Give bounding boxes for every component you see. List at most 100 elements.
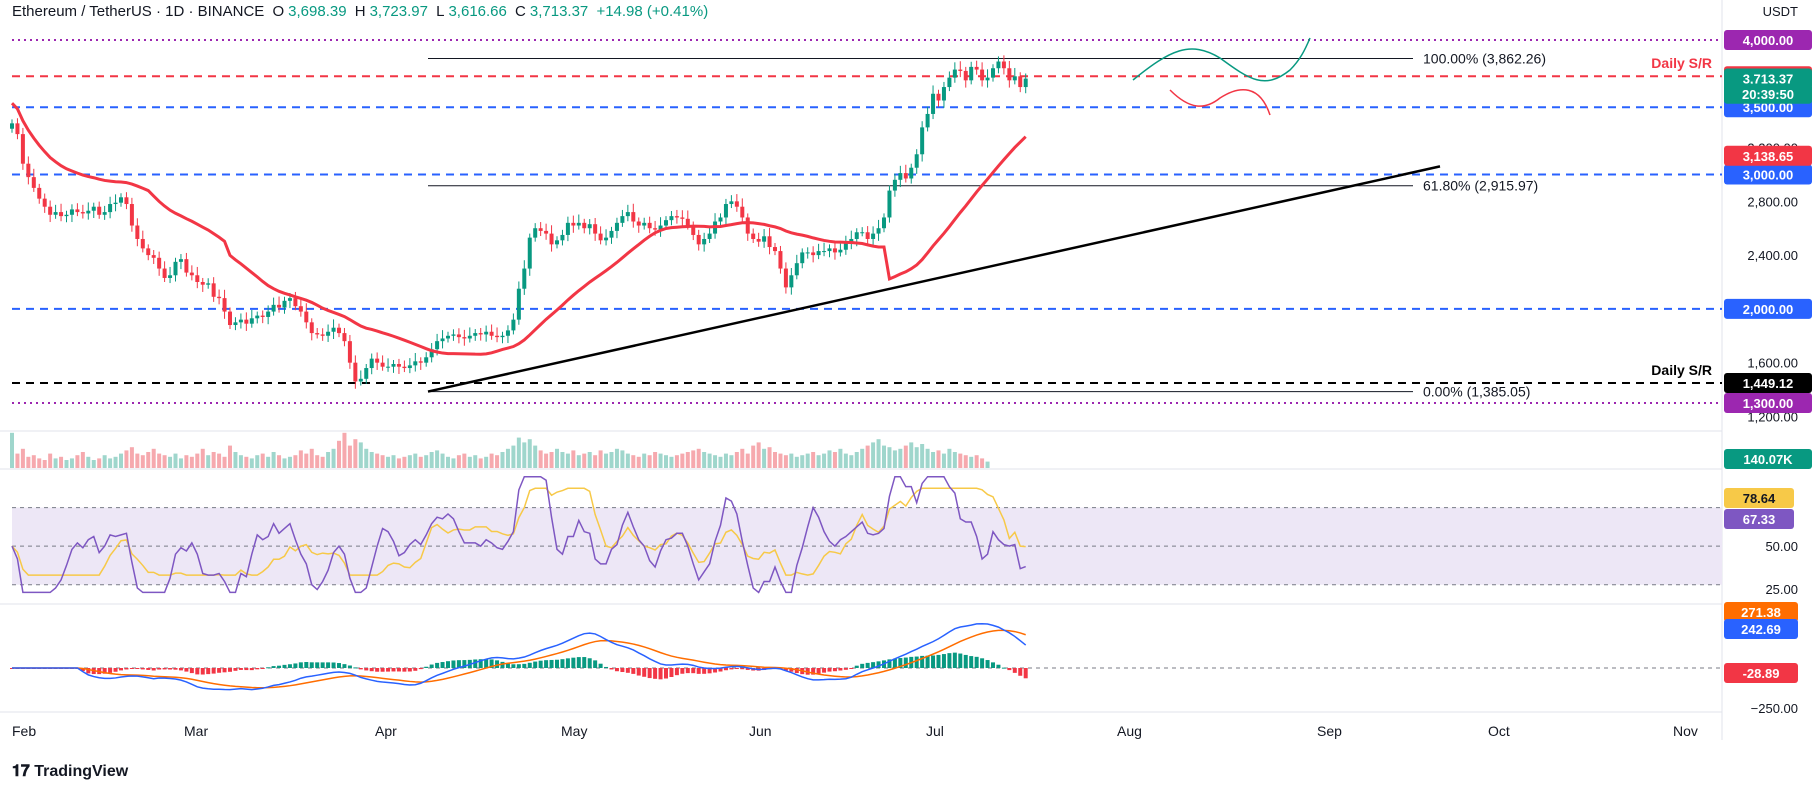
macd-histogram-bar bbox=[228, 668, 232, 672]
macd-histogram-bar bbox=[222, 668, 227, 673]
macd-histogram-bar bbox=[865, 662, 870, 668]
volume-bar bbox=[31, 455, 36, 468]
candle-body bbox=[173, 261, 178, 276]
macd-tick-label: −250.00 bbox=[1751, 701, 1798, 716]
candle-body bbox=[876, 228, 881, 234]
macd-histogram-bar bbox=[702, 668, 707, 674]
volume-bar bbox=[407, 455, 412, 468]
candle-body bbox=[1023, 78, 1028, 88]
chart-header: Ethereum / TetherUS · 1D · BINANCE O 3,69… bbox=[12, 3, 712, 20]
candle-body bbox=[544, 230, 549, 234]
candle-body bbox=[413, 361, 418, 366]
volume-bar bbox=[800, 455, 805, 468]
symbol-title[interactable]: Ethereum / TetherUS · 1D · BINANCE bbox=[12, 3, 265, 20]
candle-body bbox=[969, 66, 974, 81]
candle-body bbox=[674, 216, 679, 218]
candle-body bbox=[135, 225, 140, 239]
volume-bar bbox=[522, 442, 527, 468]
candle-body bbox=[565, 222, 570, 235]
candle-body bbox=[822, 251, 827, 253]
macd-histogram-bar bbox=[146, 668, 151, 670]
volume-bar bbox=[773, 452, 777, 468]
candle-body bbox=[843, 243, 848, 250]
x-tick-label: Nov bbox=[1673, 723, 1698, 739]
macd-histogram-bar bbox=[734, 668, 739, 669]
candle-body bbox=[337, 327, 341, 334]
rsi-tick-label: 50.00 bbox=[1765, 539, 1798, 554]
macd-histogram-bar bbox=[86, 668, 91, 674]
candle-body bbox=[1001, 61, 1006, 69]
candle-body bbox=[429, 349, 434, 358]
volume-bar bbox=[680, 453, 685, 468]
candle-body bbox=[849, 238, 854, 244]
candle-body bbox=[473, 333, 478, 336]
candle-body bbox=[636, 221, 641, 226]
candle-body bbox=[1007, 68, 1012, 81]
macd-tag bbox=[1724, 602, 1798, 622]
y-tick-label: 1,600.00 bbox=[1747, 356, 1798, 371]
y-tick-label: 2,400.00 bbox=[1747, 248, 1798, 263]
candle-body bbox=[604, 237, 609, 241]
macd-histogram-bar bbox=[871, 662, 876, 668]
macd-histogram-bar bbox=[560, 659, 565, 668]
candle-body bbox=[407, 365, 412, 369]
volume-bar bbox=[783, 455, 788, 468]
macd-histogram-bar bbox=[642, 668, 647, 677]
volume-bar bbox=[674, 455, 679, 468]
volume-bar bbox=[135, 453, 140, 468]
price-tag-label: 3,138.65 bbox=[1743, 149, 1794, 164]
macd-histogram-bar bbox=[664, 668, 668, 679]
macd-histogram-bar bbox=[462, 660, 467, 668]
volume-bar bbox=[396, 458, 401, 468]
candle-body bbox=[119, 197, 123, 203]
candle-body bbox=[805, 252, 810, 254]
macd-histogram-bar bbox=[538, 660, 543, 668]
macd-histogram-bar bbox=[974, 656, 979, 668]
candle-body bbox=[467, 335, 472, 339]
macd-histogram-bar bbox=[789, 668, 794, 672]
level-tag-label: 4,000.00 bbox=[1743, 33, 1794, 48]
volume-bar bbox=[298, 450, 303, 468]
candle-body bbox=[298, 306, 303, 312]
volume-bar bbox=[696, 448, 701, 468]
macd-histogram-bar bbox=[249, 668, 254, 671]
macd-histogram-bar bbox=[396, 668, 401, 672]
level-tag-label: 1,300.00 bbox=[1743, 396, 1794, 411]
tradingview-logo[interactable]: 𝟏𝟕 TradingView bbox=[12, 763, 128, 781]
candle-body bbox=[277, 304, 282, 308]
volume-bar bbox=[473, 455, 478, 468]
candle-body bbox=[37, 187, 42, 199]
volume-bar bbox=[277, 455, 282, 468]
volume-bar bbox=[331, 448, 336, 468]
macd-histogram-bar bbox=[723, 668, 728, 671]
macd-histogram-bar bbox=[838, 668, 843, 671]
volume-bar bbox=[756, 442, 761, 468]
volume-bar bbox=[832, 452, 837, 468]
macd-histogram-bar bbox=[309, 662, 314, 668]
candle-body bbox=[898, 173, 903, 180]
volume-bar bbox=[119, 453, 123, 468]
volume-bar bbox=[37, 458, 42, 468]
rsi-ma-line bbox=[11, 487, 1026, 576]
candle-body bbox=[500, 335, 505, 338]
volume-bar bbox=[413, 453, 418, 468]
candle-body bbox=[696, 234, 701, 245]
volume-bar bbox=[898, 448, 903, 468]
macd-histogram-bar bbox=[914, 656, 919, 668]
level-tag bbox=[1724, 298, 1812, 319]
candle-body bbox=[396, 364, 401, 367]
x-tick-label: Oct bbox=[1488, 723, 1510, 739]
macd-histogram-bar bbox=[1018, 668, 1023, 676]
high-label: H bbox=[354, 3, 366, 20]
volume-bar bbox=[233, 452, 238, 468]
candle-body bbox=[854, 232, 859, 239]
candle-body bbox=[511, 319, 516, 331]
volume-bar bbox=[151, 448, 156, 468]
volume-bar bbox=[669, 456, 674, 468]
candle-body bbox=[200, 282, 205, 285]
macd-histogram-bar bbox=[816, 668, 821, 674]
price-tag-label: 3,713.37 bbox=[1743, 72, 1794, 87]
candle-body bbox=[664, 220, 668, 226]
candle-body bbox=[108, 204, 113, 213]
